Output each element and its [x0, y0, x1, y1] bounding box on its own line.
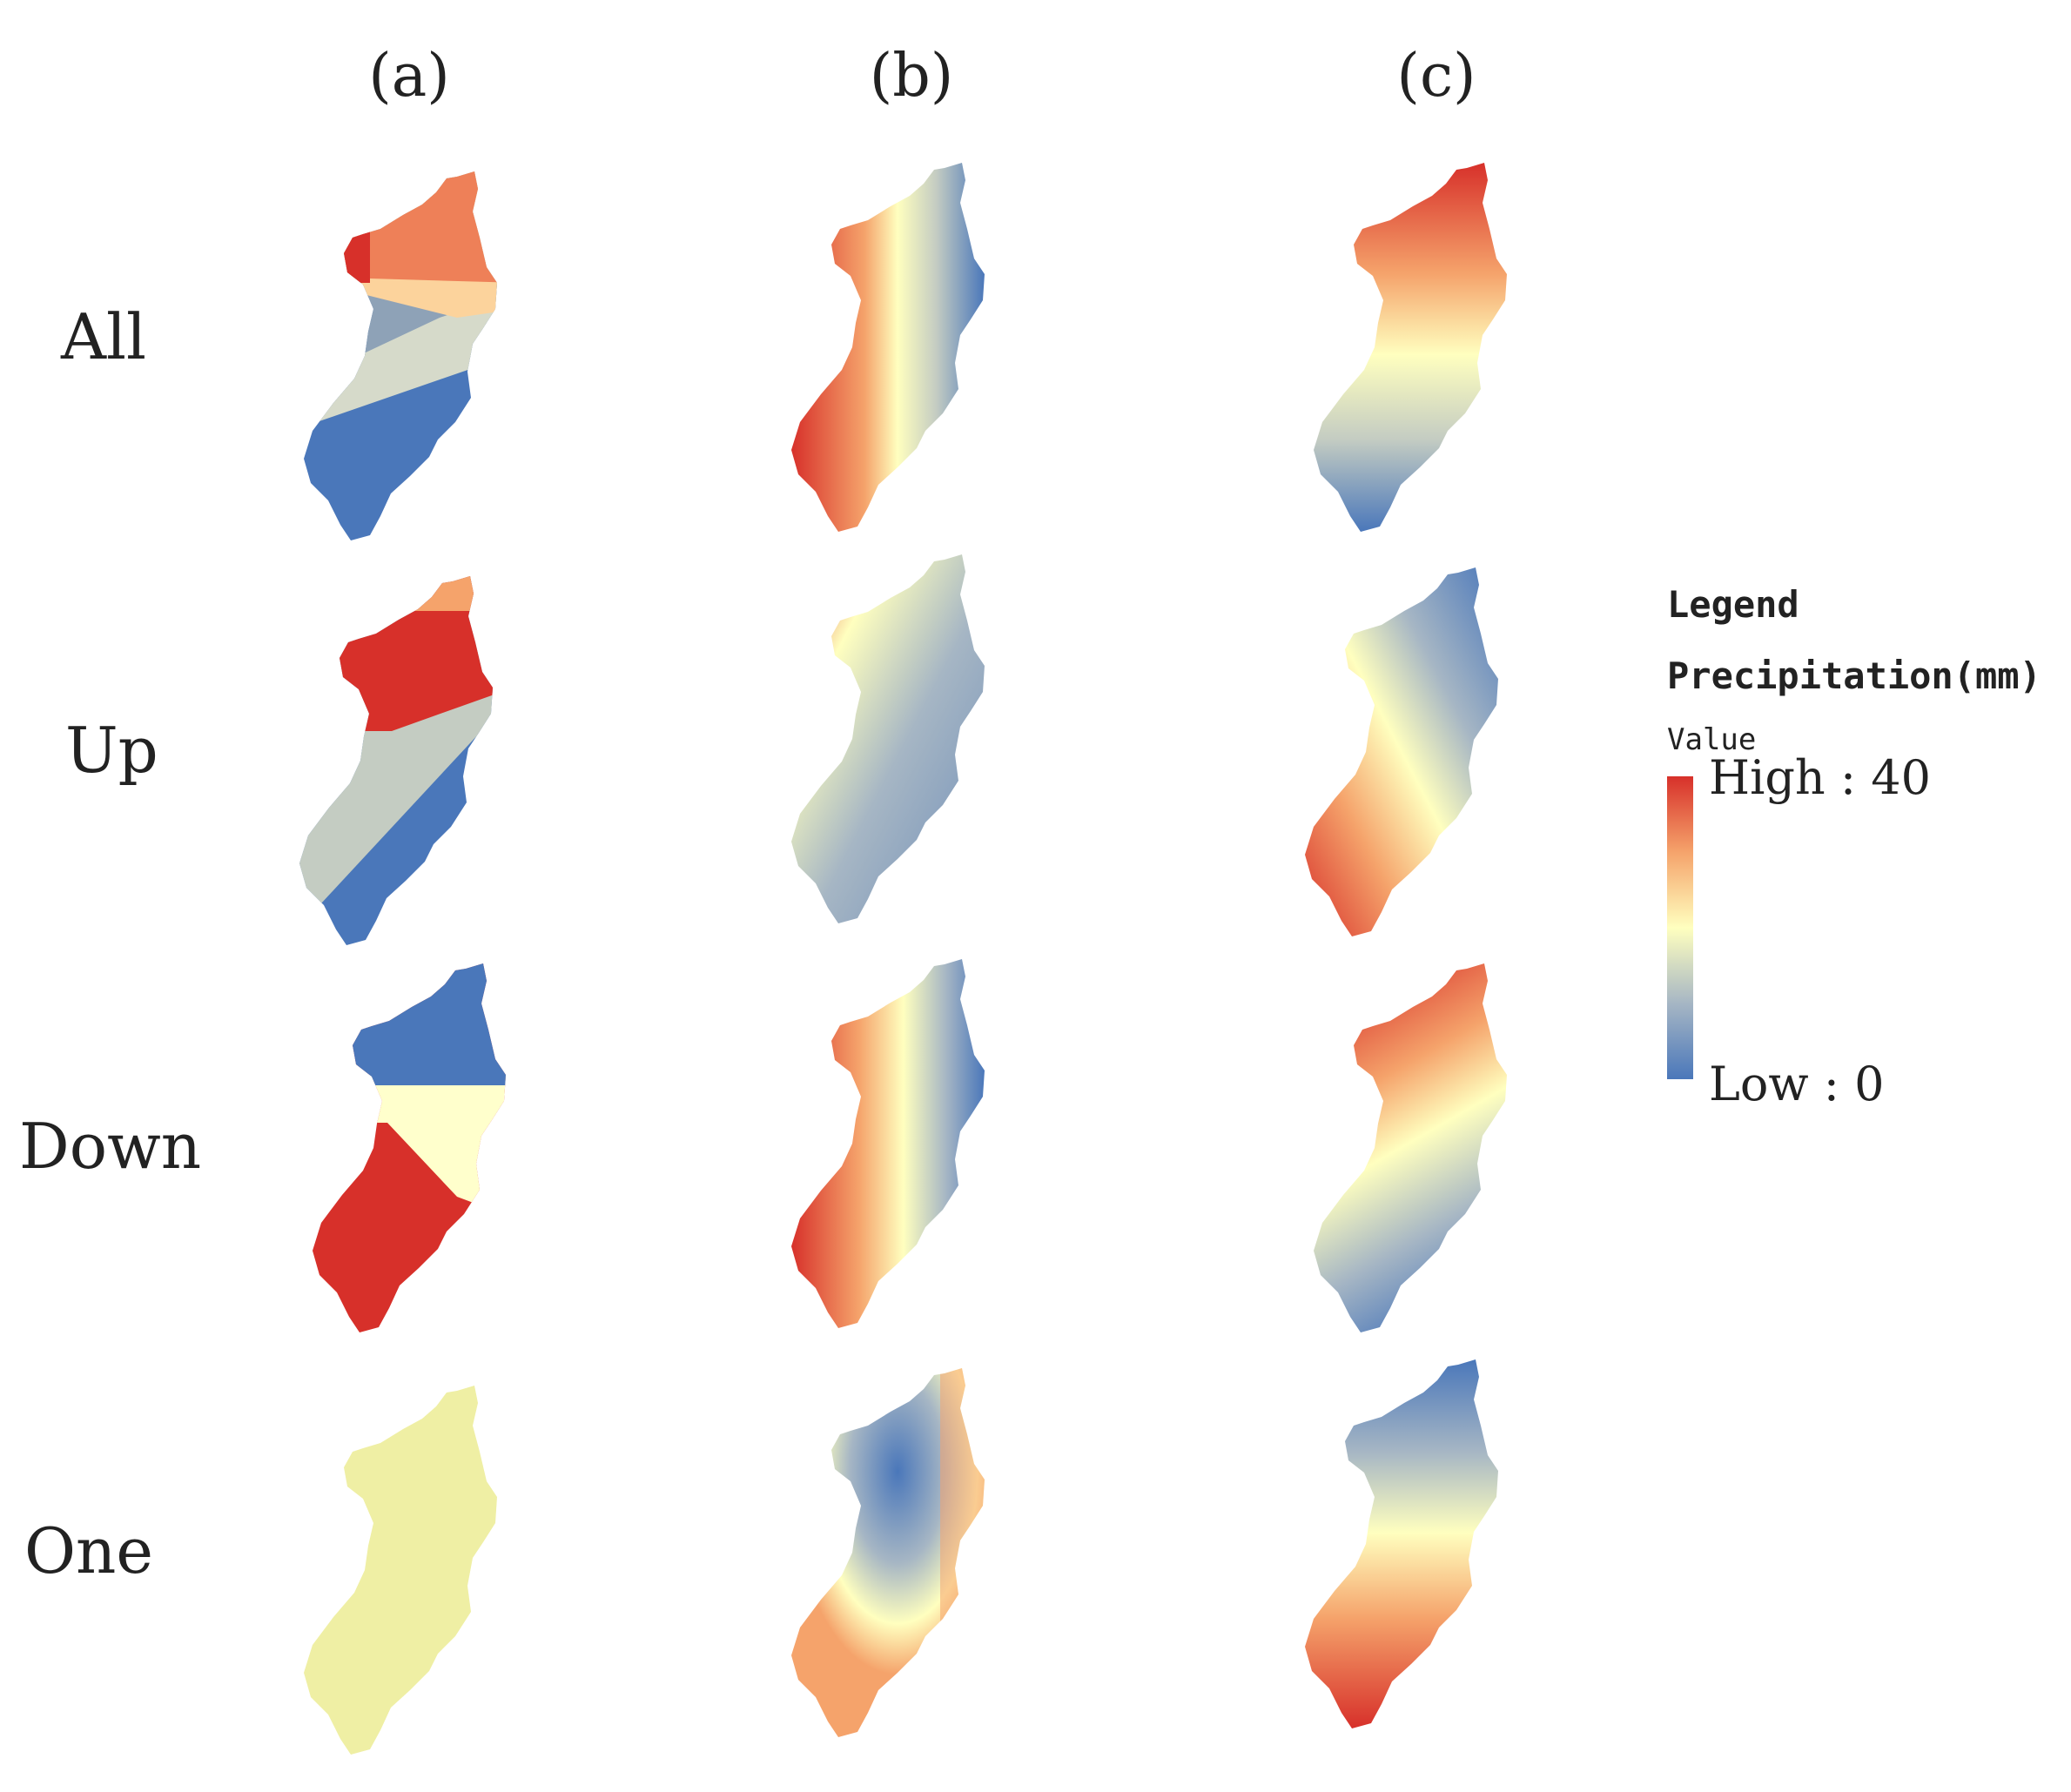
zone-a-down-north	[313, 963, 506, 1085]
map-b-up	[791, 554, 985, 923]
row-label-all: All	[61, 300, 147, 373]
legend-high-label: High : 40	[1709, 750, 1931, 805]
map-c-one	[1305, 1359, 1498, 1728]
map-a-down	[313, 963, 506, 1332]
zone-a-all-west-tip	[304, 171, 370, 283]
map-b-one	[791, 1368, 985, 1737]
map-a-up	[299, 576, 493, 945]
legend-color-ramp	[1667, 776, 1693, 1079]
legend-field: Value	[1667, 722, 1757, 757]
map-c-all	[1314, 163, 1507, 532]
map-a-one	[304, 1386, 497, 1755]
column-label-b: (b)	[869, 42, 954, 111]
map-b-down	[791, 959, 985, 1328]
zone-a-one-whole	[304, 1386, 497, 1755]
map-c-up	[1305, 567, 1498, 936]
map-b-all	[791, 163, 985, 532]
column-label-c: (c)	[1396, 42, 1476, 111]
legend-low-label: Low : 0	[1709, 1057, 1885, 1111]
row-label-one: One	[24, 1514, 154, 1587]
row-label-up: Up	[65, 714, 158, 787]
legend-title: Legend	[1667, 583, 1799, 626]
legend-variable: Precipitation(mm)	[1667, 654, 2041, 697]
row-label-down: Down	[19, 1110, 202, 1183]
map-c-down	[1314, 963, 1507, 1332]
map-a-all	[304, 171, 497, 540]
column-label-a: (a)	[368, 42, 450, 111]
zone-a-up-north-tip	[299, 576, 493, 611]
zone-a-all-north	[304, 171, 497, 283]
